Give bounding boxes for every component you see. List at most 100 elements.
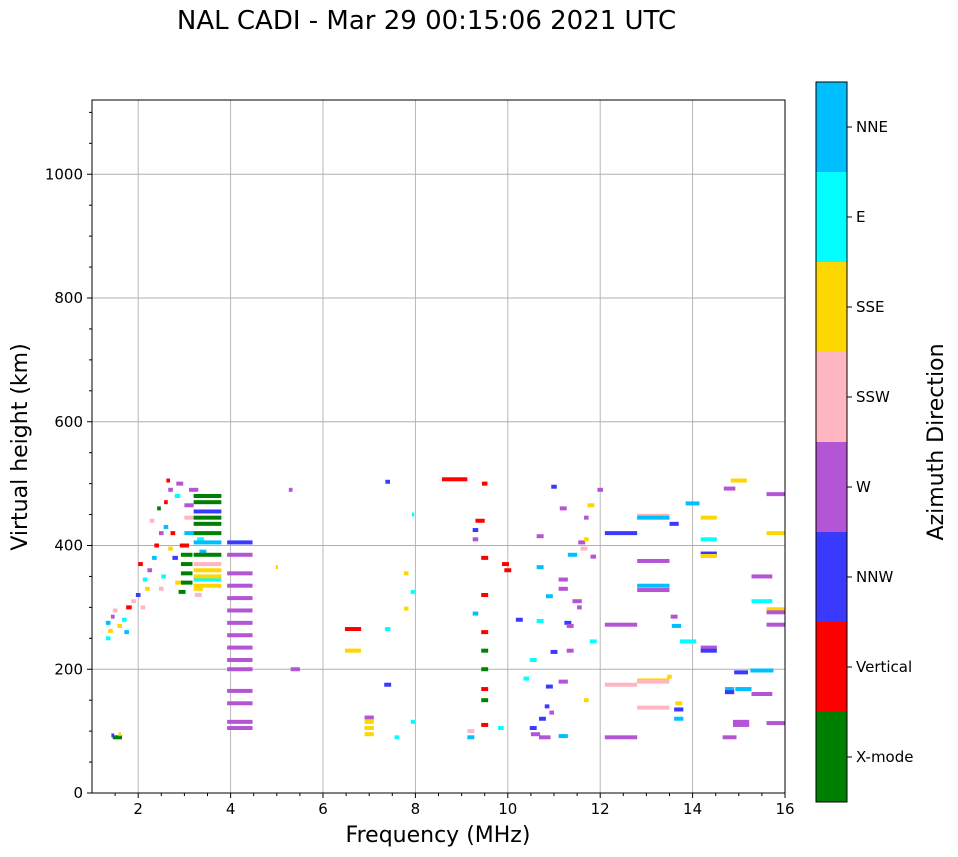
x-axis-label: Frequency (MHz) [346, 823, 531, 848]
echo-w [147, 568, 153, 573]
echo-vertical [164, 500, 168, 505]
chart-title: NAL CADI - Mar 29 00:15:06 2021 UTC [176, 6, 677, 36]
echo-sse [584, 698, 589, 703]
echo-vertical [344, 627, 362, 632]
echo-w [227, 596, 253, 601]
echo-sse [193, 574, 222, 579]
echo-vertical [481, 481, 488, 486]
x-tick-label: 2 [133, 800, 143, 818]
echo-w [536, 534, 544, 539]
colorbar-segment [816, 262, 847, 352]
echo-nne [558, 734, 568, 739]
echo-vertical [441, 477, 468, 482]
echo-sse [675, 701, 683, 706]
echo-w [227, 620, 253, 625]
echo-w [189, 487, 199, 492]
echo-nnw [472, 528, 479, 533]
colorbar-segment [816, 622, 847, 712]
echo-sse [118, 732, 121, 737]
echo-nne [671, 623, 682, 628]
echo-w [227, 701, 253, 706]
echo-e [498, 726, 504, 731]
echo-sse [766, 607, 785, 612]
x-tick-label: 10 [498, 800, 517, 818]
echo-sse [584, 537, 589, 542]
echo-w [566, 623, 574, 628]
echo-e [589, 639, 597, 644]
y-tick-label: 800 [54, 289, 83, 307]
x-tick-label: 12 [591, 800, 610, 818]
echo-w [558, 679, 568, 684]
echo-w [766, 622, 785, 627]
colorbar-segment [816, 172, 847, 262]
echo-ssw [193, 562, 222, 567]
echo-x-mode [112, 735, 123, 740]
echo-nne [545, 594, 553, 599]
echo-sse [364, 732, 374, 737]
echo-nne [152, 555, 157, 560]
echo-w [733, 719, 750, 724]
colorbar: X-mode Vertical NNW W SSW SSE E NNE [815, 81, 913, 803]
x-axis-ticks: 2 4 6 8 10 12 14 16 [114, 793, 795, 818]
y-axis-label: Virtual height (km) [8, 343, 33, 550]
echo-sse [193, 583, 222, 588]
y-tick-label: 400 [54, 537, 83, 555]
echo-nnw [529, 726, 537, 731]
echo-vertical [481, 555, 489, 560]
echo-nnw [564, 620, 572, 625]
echo-nnw [384, 682, 392, 687]
echo-sse [117, 623, 123, 628]
echo-nnw [111, 733, 115, 738]
echo-e [142, 577, 148, 582]
echo-sse [403, 606, 409, 611]
colorbar-label: Azimuth Direction [924, 343, 949, 540]
echo-nne [637, 515, 670, 520]
echo-w [723, 486, 736, 491]
echo-w [227, 645, 253, 650]
echo-e [523, 676, 530, 681]
echo-vertical [154, 543, 159, 548]
echo-sse [730, 478, 747, 483]
colorbar-tick-label: NNW [856, 568, 893, 586]
echo-nne [193, 540, 222, 545]
echo-w [227, 571, 253, 576]
echo-nnw [135, 593, 141, 597]
echo-w [110, 614, 115, 619]
echo-nne [536, 565, 544, 570]
echo-vertical [138, 562, 143, 567]
echo-e [536, 618, 544, 623]
echo-w [168, 487, 173, 492]
echo-nne [199, 549, 207, 554]
echo-x-mode [180, 552, 193, 557]
echo-w [566, 648, 574, 653]
colorbar-tick-label: Vertical [856, 658, 912, 676]
echo-e [161, 574, 166, 579]
echo-w [670, 614, 678, 619]
grid-lines [92, 100, 786, 794]
x-tick-label: 14 [683, 800, 702, 818]
echo-x-mode [157, 506, 161, 511]
echo-vertical [502, 562, 509, 567]
echo-ssw [184, 515, 194, 520]
echo-sse [364, 719, 374, 724]
echo-w [766, 721, 785, 726]
echo-vertical [504, 568, 512, 573]
echo-w [227, 633, 253, 638]
echo-w [288, 487, 293, 492]
echo-e [193, 577, 222, 582]
colorbar-tick-label: SSW [856, 388, 890, 406]
y-tick-label: 600 [54, 413, 83, 431]
colorbar-segment [816, 712, 847, 802]
echo-w [558, 577, 568, 582]
echo-nnw [544, 704, 550, 709]
echo-x-mode [481, 667, 489, 672]
echo-nne [184, 531, 194, 536]
echo-ssw [112, 608, 118, 613]
echo-sse [275, 565, 278, 570]
echo-sse [700, 554, 717, 559]
echo-sse [145, 586, 150, 591]
echo-w [766, 492, 785, 497]
echo-nne [724, 687, 735, 692]
echo-nnw [551, 484, 557, 489]
echo-vertical [170, 531, 176, 536]
